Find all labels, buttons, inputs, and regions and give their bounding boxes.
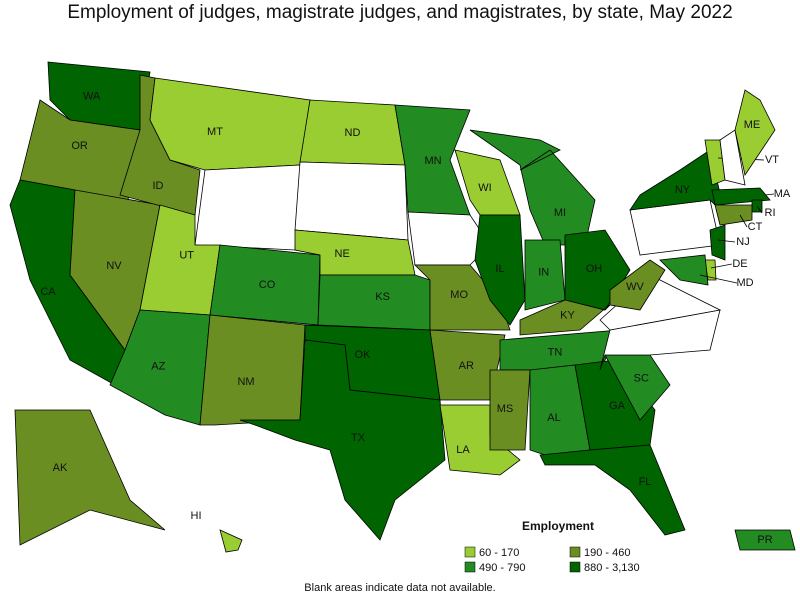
state [219,529,243,553]
state-label: UT [179,250,194,262]
state [14,409,166,546]
state-label: OH [586,263,603,275]
state [734,529,796,551]
state [239,339,446,541]
state [149,77,311,171]
state [474,214,526,326]
state-label: GA [609,400,626,412]
state-label: SC [634,373,649,385]
legend-swatch [464,561,476,573]
leader-line [699,274,738,284]
state-label: CT [748,221,763,233]
state-label: ME [744,119,761,131]
state-label: WA [83,91,101,103]
state-label: VT [765,154,779,166]
state-label: NE [335,248,350,260]
leader-line [717,239,736,243]
state [294,161,409,241]
state [714,204,753,226]
state-label: DE [732,258,747,270]
state-label: CO [259,279,276,291]
state-label: AZ [151,361,165,373]
state [719,129,746,186]
state-label: HI [191,510,202,522]
state [317,274,431,331]
state-label: IN [538,266,549,278]
state-label: CA [40,286,56,298]
state [609,259,666,311]
legend-label: 60 - 170 [479,547,519,559]
leader-line [756,205,763,214]
footnote: Blank areas indicate data not available. [304,582,495,594]
legend-swatch [464,546,476,558]
state-label: WI [478,182,491,194]
state-label: ID [153,180,164,192]
leader-line [710,263,733,269]
legend-swatch [569,546,581,558]
legend-label: 490 - 790 [479,562,525,574]
state-label: AK [53,462,68,474]
state-label: MS [497,403,514,415]
state-label: TN [548,346,563,358]
legend-title: Employment [522,519,594,533]
state [539,444,686,536]
state-label: IL [495,263,504,275]
state-label: KS [375,291,390,303]
state-label: KY [560,310,575,322]
state-label: PR [757,534,772,546]
state-label: MI [554,207,566,219]
state-label: MN [424,155,441,167]
leader-line [739,214,748,228]
state [734,89,776,177]
state [709,224,726,261]
state [194,164,301,251]
state-label: MD [736,277,753,289]
state-label: NM [237,376,254,388]
state-label: RI [765,207,776,219]
state-label: MO [450,289,468,301]
state [489,369,531,451]
state-label: ND [345,127,361,139]
state [199,314,306,426]
state-label: LA [456,444,470,456]
leader-line [764,193,775,196]
state-label: FL [639,476,652,488]
state [469,129,596,246]
state [414,264,511,331]
state-label: MT [207,126,223,138]
state-label: NJ [736,236,749,248]
state-label: OK [355,349,372,361]
state [659,254,709,286]
state-label: AL [547,412,560,424]
state-label: OR [71,140,88,152]
legend-swatch [569,561,581,573]
legend-label: 190 - 460 [584,547,630,559]
state-label: TX [351,432,366,444]
map-title: Employment of judges, magistrate judges,… [67,2,732,23]
legend-label: 880 - 3,130 [584,562,640,574]
state-label: NY [675,184,691,196]
state-label: MA [774,188,791,200]
state-label: AR [459,360,474,372]
state-label: NV [106,260,122,272]
state-label: WV [626,281,644,293]
